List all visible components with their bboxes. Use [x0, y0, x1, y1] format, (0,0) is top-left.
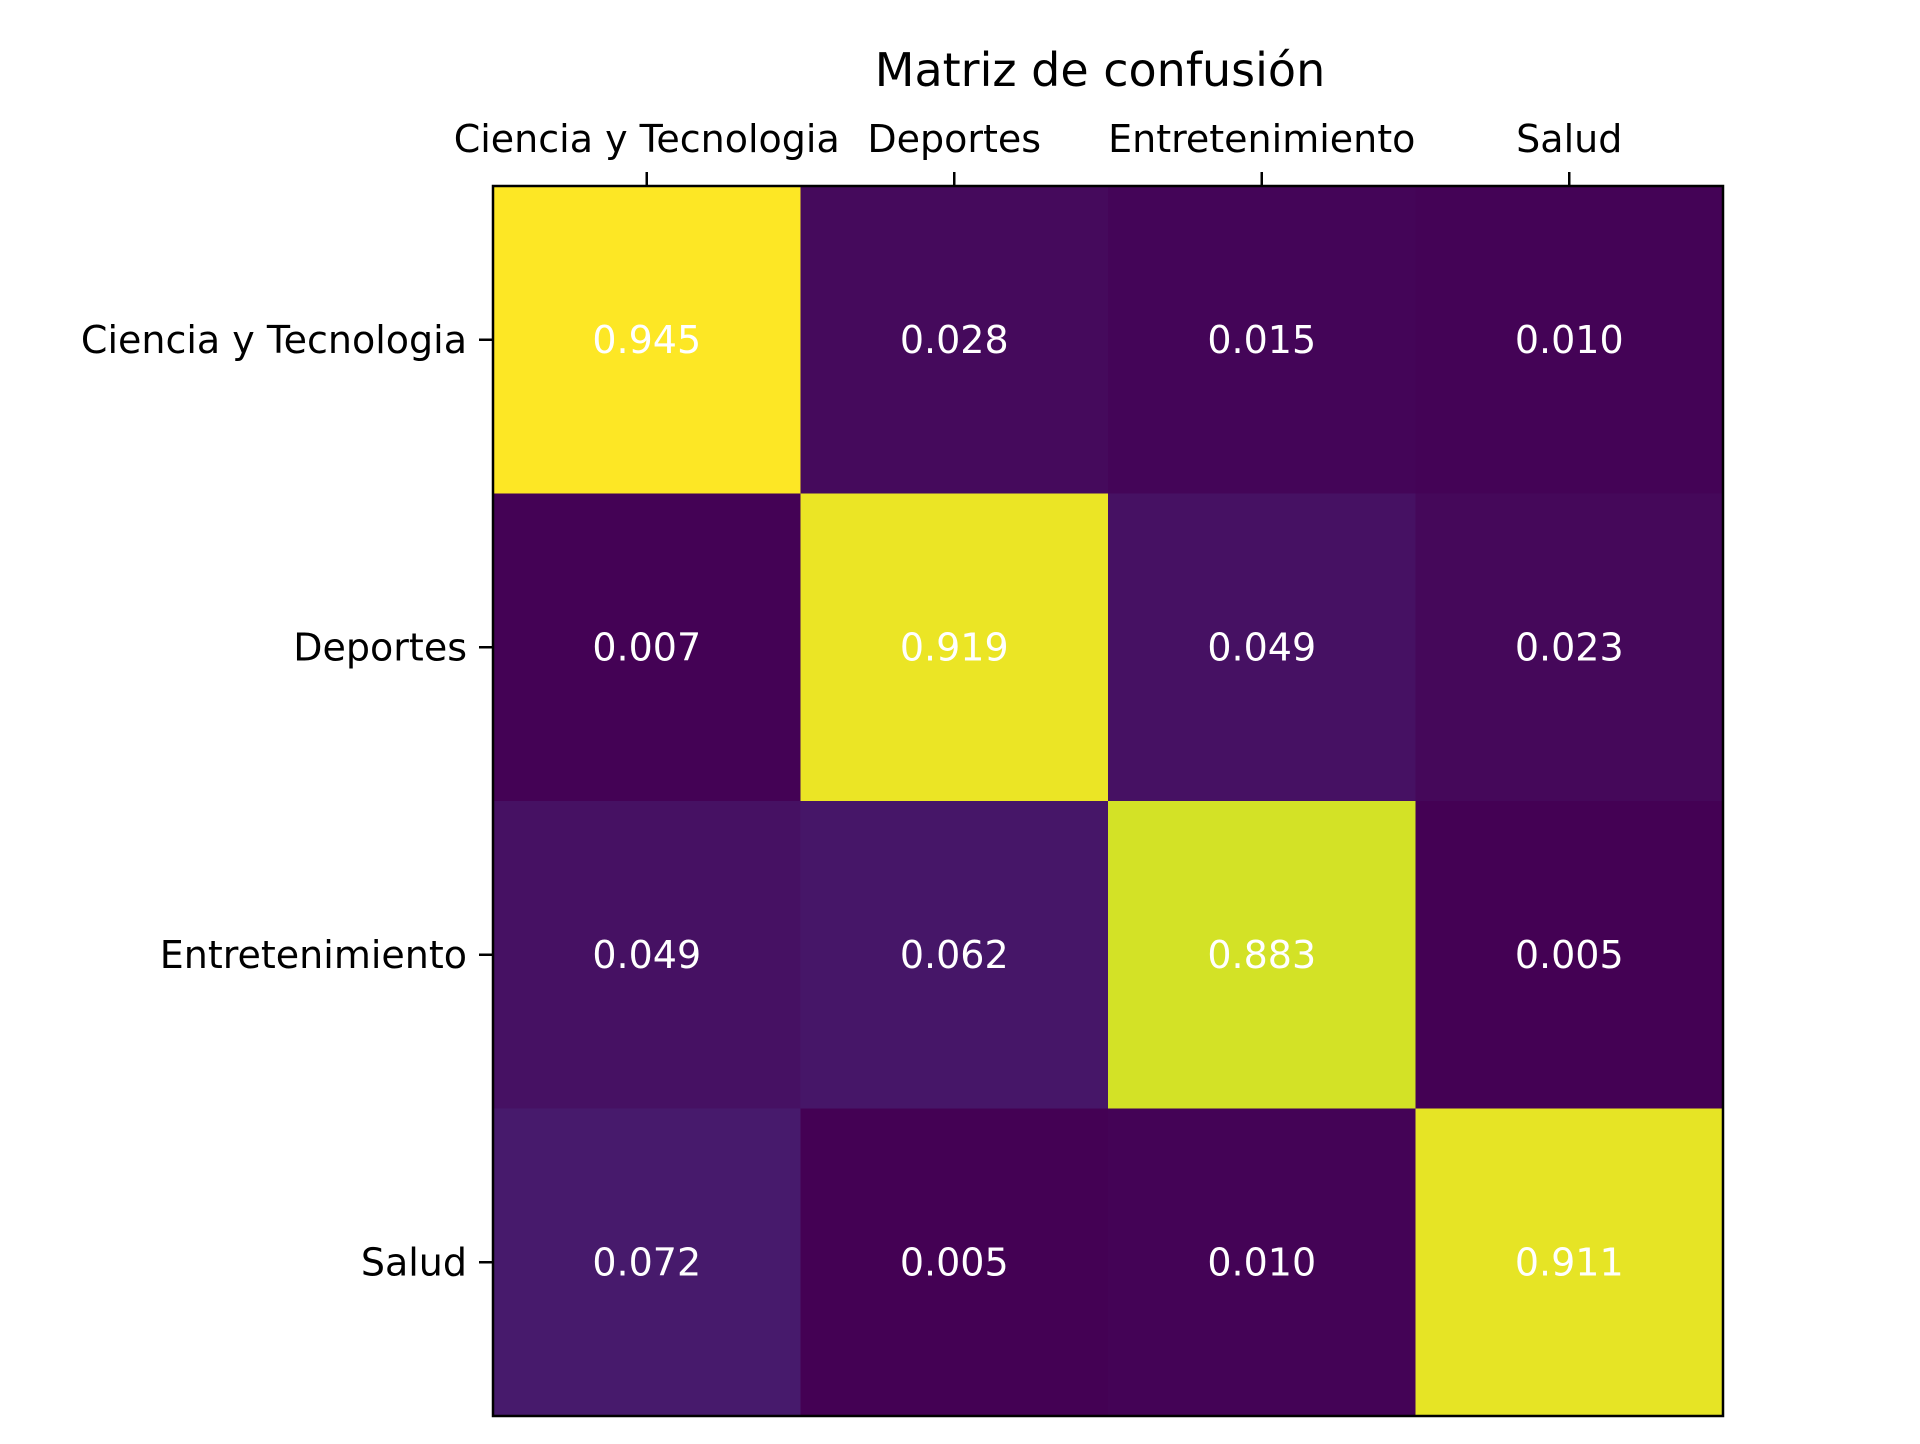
cell-value-r1-c0: 0.007	[592, 625, 701, 669]
x-tick-label-3: Salud	[1516, 117, 1622, 161]
heatmap-cell-r2-c3	[1415, 801, 1724, 1109]
x-tick-label-2: Entretenimiento	[1108, 117, 1415, 161]
cell-value-r1-c3: 0.023	[1515, 625, 1624, 669]
cell-value-r2-c1: 0.062	[900, 933, 1009, 977]
y-tick-label-0: Ciencia y Tecnologia	[81, 318, 467, 362]
heatmap-cell-r2-c0	[493, 801, 801, 1109]
cell-value-r3-c3: 0.911	[1515, 1240, 1624, 1284]
heatmap-cell-r3-c0	[493, 1108, 801, 1417]
heatmap-cell-r1-c0	[493, 493, 801, 802]
cell-value-r3-c1: 0.005	[900, 1240, 1009, 1284]
y-tick-label-1: Deportes	[293, 625, 467, 669]
heatmap-cell-r0-c2	[1108, 186, 1416, 494]
plot-frame	[491, 184, 1725, 1418]
heatmap-cell-r1-c2	[1108, 493, 1416, 802]
chart-title: Matriz de confusión	[875, 43, 1325, 97]
cell-value-r0-c0: 0.945	[592, 318, 701, 362]
heatmap-cell-r0-c1	[800, 186, 1109, 494]
cell-value-r0-c2: 0.015	[1207, 318, 1316, 362]
heatmap-cell-r1-c1	[800, 493, 1109, 802]
cell-value-r1-c1: 0.919	[900, 625, 1009, 669]
cell-value-r2-c2: 0.883	[1207, 933, 1316, 977]
heatmap-cell-r3-c3	[1415, 1108, 1724, 1417]
heatmap-cell-r2-c1	[800, 801, 1109, 1109]
y-tick-label-2: Entretenimiento	[160, 933, 467, 977]
cell-value-r0-c3: 0.010	[1515, 318, 1624, 362]
cell-value-r0-c1: 0.028	[900, 318, 1009, 362]
cell-value-r1-c2: 0.049	[1207, 625, 1316, 669]
cell-value-r3-c0: 0.072	[592, 1240, 701, 1284]
cell-value-r2-c0: 0.049	[592, 933, 701, 977]
x-tick-label-1: Deportes	[867, 117, 1041, 161]
heatmap-cell-r0-c3	[1415, 186, 1724, 494]
cell-value-labels: 0.945 0.028 0.015 0.010 0.007 0.919 0.049 0.023…	[592, 318, 1623, 1285]
heatmap-cell-r3-c2	[1108, 1108, 1416, 1417]
axis-ticks: Ciencia y Tecnologia Deportes Entretenimie…	[81, 117, 1622, 1284]
heatmap-cell-r3-c1	[800, 1108, 1109, 1417]
heatmap-cells	[493, 186, 1724, 1417]
x-tick-label-0: Ciencia y Tecnologia	[454, 117, 840, 161]
y-tick-label-3: Salud	[361, 1240, 467, 1284]
heatmap-cell-r0-c0	[493, 186, 801, 494]
cell-value-r3-c2: 0.010	[1207, 1240, 1316, 1284]
heatmap-cell-r2-c2	[1108, 801, 1416, 1109]
heatmap-cell-r1-c3	[1415, 493, 1724, 802]
cell-value-r2-c3: 0.005	[1515, 933, 1624, 977]
